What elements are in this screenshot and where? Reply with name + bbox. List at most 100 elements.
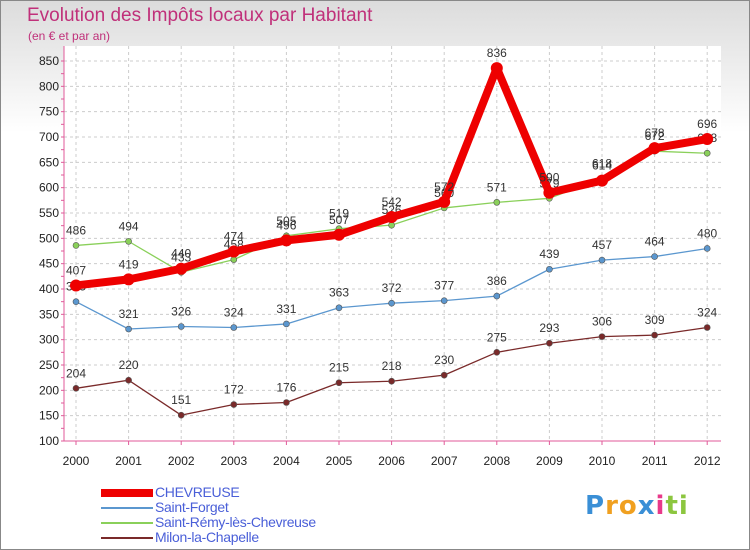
data-label-milon-la-chapelle: 220 [119,358,139,372]
x-tick-label: 2012 [694,454,721,468]
legend-swatch-saint-forget [101,507,153,509]
line-chart: 100 150 200 250 300 350 400 450 500 550 600 650 700 7… [1,1,750,481]
data-point-chevreuse [438,196,450,208]
x-tick-label: 2008 [483,454,510,468]
logo-letter: i [656,491,666,521]
logo-letter: o [619,491,638,521]
y-tick-label: 550 [39,206,59,220]
data-point-milon-la-chapelle [652,332,658,338]
x-tick-label: 2009 [536,454,563,468]
data-label-saint-r-my-l-s-chevreuse: 571 [487,180,507,194]
data-point-chevreuse [596,175,608,187]
data-point-milon-la-chapelle [389,378,395,384]
data-label-milon-la-chapelle: 230 [434,353,454,367]
data-label-chevreuse: 696 [697,117,717,131]
data-label-saint-forget: 321 [119,307,139,321]
data-label-saint-forget: 480 [697,226,717,240]
data-point-chevreuse [333,229,345,241]
data-label-chevreuse: 407 [66,263,86,277]
chart-frame: Evolution des Impôts locaux par Habitant… [0,0,750,550]
data-point-saint-forget [389,300,395,306]
data-label-milon-la-chapelle: 215 [329,361,349,375]
data-point-chevreuse [228,246,240,258]
data-point-milon-la-chapelle [704,325,710,331]
x-tick-label: 2001 [115,454,142,468]
data-label-saint-forget: 326 [171,304,191,318]
data-label-milon-la-chapelle: 176 [276,380,296,394]
data-label-saint-forget: 464 [645,235,665,249]
data-point-saint-forget [494,293,500,299]
data-point-chevreuse [701,133,713,145]
data-point-milon-la-chapelle [231,402,237,408]
data-label-chevreuse: 419 [119,257,139,271]
y-tick-label: 300 [39,333,59,347]
data-point-saint-forget [178,323,184,329]
data-point-milon-la-chapelle [283,399,289,405]
y-tick-label: 250 [39,358,59,372]
logo-letter: t [665,491,678,521]
y-tick-label: 650 [39,155,59,169]
legend-label-saint-r-my-l-s-chevreuse: Saint-Rémy-lès-Chevreuse [155,514,316,530]
y-tick-label: 350 [39,307,59,321]
data-point-chevreuse [649,142,661,154]
x-tick-label: 2004 [273,454,300,468]
data-label-milon-la-chapelle: 218 [382,359,402,373]
data-point-milon-la-chapelle [441,372,447,378]
logo-letter: x [638,491,656,521]
data-point-chevreuse [70,279,82,291]
legend-swatch-saint-r-my-l-s-chevreuse [101,522,153,524]
data-label-saint-forget: 324 [224,306,244,320]
data-label-milon-la-chapelle: 324 [697,306,717,320]
data-point-saint-r-my-l-s-chevreuse [231,257,237,263]
data-point-saint-forget [546,266,552,272]
data-point-saint-r-my-l-s-chevreuse [126,238,132,244]
data-label-milon-la-chapelle: 172 [224,383,244,397]
x-tick-label: 2006 [378,454,405,468]
legend-swatch-chevreuse [101,489,153,497]
logo-letter: r [605,491,619,521]
x-tick-label: 2003 [220,454,247,468]
y-tick-label: 400 [39,282,59,296]
logo-letter: i [679,491,689,521]
y-tick-label: 150 [39,409,59,423]
data-label-milon-la-chapelle: 204 [66,366,86,380]
data-point-saint-forget [126,326,132,332]
x-tick-label: 2005 [326,454,353,468]
data-label-chevreuse: 678 [645,126,665,140]
data-label-chevreuse: 614 [592,159,612,173]
data-point-saint-r-my-l-s-chevreuse [704,150,710,156]
data-label-chevreuse: 836 [487,46,507,60]
legend-label-chevreuse: CHEVREUSE [155,484,239,500]
data-point-milon-la-chapelle [178,412,184,418]
data-label-saint-forget: 386 [487,274,507,288]
y-tick-label: 850 [39,54,59,68]
data-point-saint-forget [441,298,447,304]
data-label-saint-forget: 439 [539,247,559,261]
data-label-milon-la-chapelle: 275 [487,330,507,344]
data-point-chevreuse [543,187,555,199]
data-label-saint-forget: 457 [592,238,612,252]
data-label-saint-r-my-l-s-chevreuse: 494 [119,219,139,233]
legend-swatch-milon-la-chapelle [101,537,153,539]
data-label-saint-forget: 377 [434,279,454,293]
data-point-chevreuse [386,211,398,223]
data-point-chevreuse [491,62,503,74]
data-label-milon-la-chapelle: 306 [592,315,612,329]
data-point-saint-r-my-l-s-chevreuse [389,222,395,228]
data-point-saint-forget [336,305,342,311]
legend-label-saint-forget: Saint-Forget [155,499,228,515]
x-tick-label: 2011 [642,454,668,468]
data-point-milon-la-chapelle [336,380,342,386]
data-point-chevreuse [123,273,135,285]
data-point-chevreuse [175,263,187,275]
data-point-saint-forget [231,325,237,331]
data-label-saint-forget: 331 [276,302,296,316]
logo-letter: P [585,491,605,521]
x-tick-label: 2007 [431,454,458,468]
proxiti-logo: Proxiti [585,491,689,521]
data-label-chevreuse: 572 [434,180,454,194]
legend-label-milon-la-chapelle: Milon-la-Chapelle [155,529,259,545]
y-tick-label: 600 [39,181,59,195]
data-point-saint-forget [599,257,605,263]
data-point-saint-forget [73,299,79,305]
